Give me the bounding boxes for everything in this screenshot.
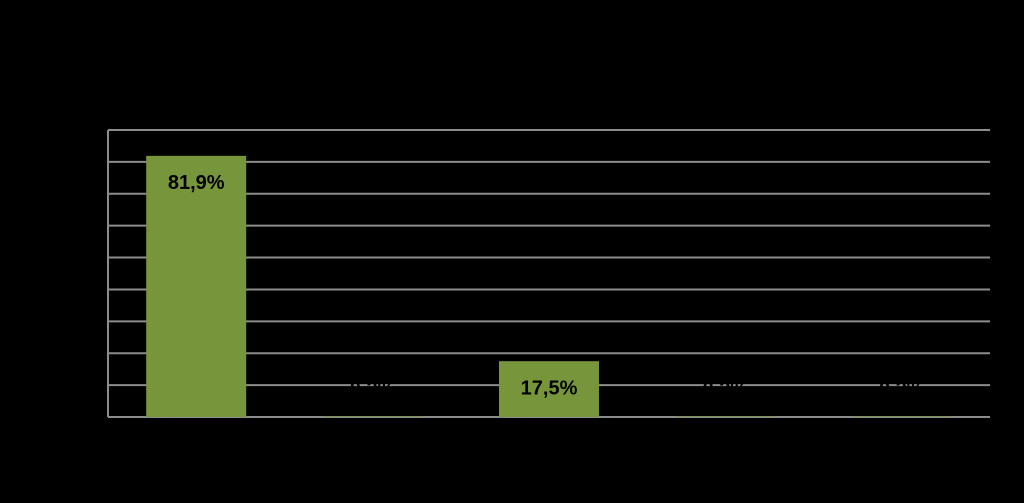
bar (851, 416, 952, 417)
bar (675, 416, 776, 417)
y-tick-label: 0 (92, 408, 100, 424)
y-tick-label: 70 (84, 184, 100, 200)
value-label: 0,2% (879, 379, 925, 401)
bar (499, 361, 599, 417)
y-tick-label: 40 (84, 280, 100, 296)
value-label: 0,2% (703, 379, 749, 401)
bar (146, 155, 247, 417)
y-tick-label: 50 (84, 248, 100, 264)
value-label: 81,9% (168, 172, 225, 194)
bar (322, 416, 423, 417)
y-tick-label: 60 (84, 216, 100, 232)
value-label: 17,5% (521, 377, 578, 399)
value-label: 0,2% (350, 379, 396, 401)
y-tick-label: 30 (84, 312, 100, 328)
y-tick-label: 10 (84, 376, 100, 392)
y-tick-label: 90 (84, 121, 100, 137)
y-tick-label: 20 (84, 344, 100, 360)
y-tick-label: 80 (84, 153, 100, 169)
